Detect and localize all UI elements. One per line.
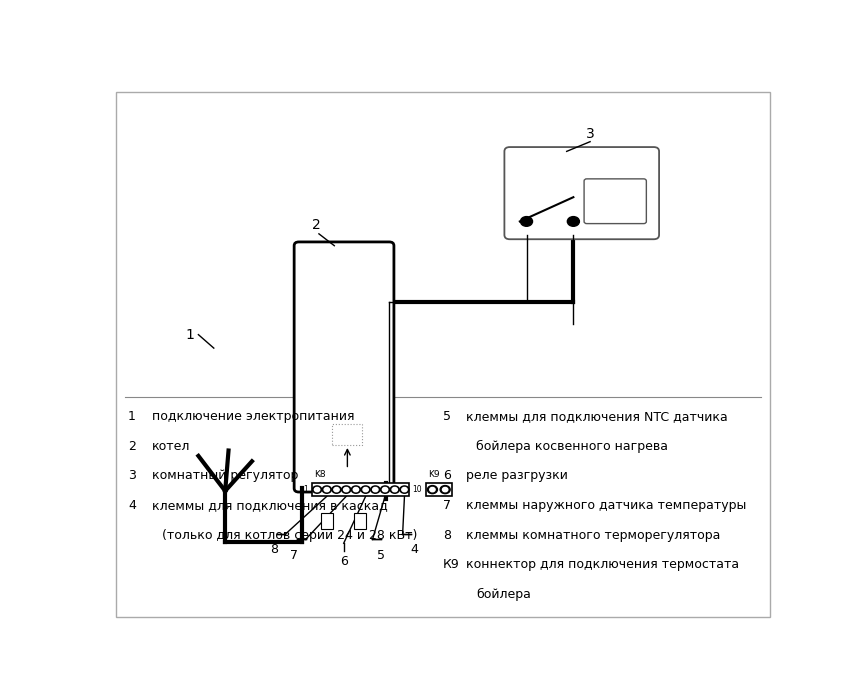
Text: K9: K9 xyxy=(428,470,440,479)
Text: 4: 4 xyxy=(410,543,419,556)
FancyBboxPatch shape xyxy=(584,179,646,223)
Text: 10: 10 xyxy=(413,485,422,494)
Text: 4: 4 xyxy=(128,499,136,512)
Text: K8: K8 xyxy=(314,470,326,479)
Text: 5: 5 xyxy=(378,550,385,562)
Circle shape xyxy=(402,487,407,492)
Circle shape xyxy=(363,487,368,492)
Text: 6: 6 xyxy=(442,470,451,482)
Bar xyxy=(333,424,363,445)
Circle shape xyxy=(392,487,397,492)
Text: 2: 2 xyxy=(312,218,321,232)
Text: реле разгрузки: реле разгрузки xyxy=(467,470,569,482)
Text: 1: 1 xyxy=(185,328,194,342)
Text: 2: 2 xyxy=(128,440,136,453)
Circle shape xyxy=(352,486,360,493)
Text: подключение электропитания: подключение электропитания xyxy=(151,410,354,423)
Text: бойлера: бойлера xyxy=(476,588,531,601)
Text: 6: 6 xyxy=(340,554,347,568)
Text: клеммы для подключения NTC датчика: клеммы для подключения NTC датчика xyxy=(467,410,728,423)
Text: 3: 3 xyxy=(128,470,136,482)
Text: 1: 1 xyxy=(302,485,308,494)
Circle shape xyxy=(520,216,532,226)
Circle shape xyxy=(383,487,388,492)
Bar xyxy=(321,512,333,528)
Bar xyxy=(354,512,366,528)
Circle shape xyxy=(371,486,380,493)
Circle shape xyxy=(341,486,351,493)
Text: котел: котел xyxy=(151,440,190,453)
Text: 5: 5 xyxy=(442,410,451,423)
Text: 1: 1 xyxy=(128,410,136,423)
Text: коннектор для подключения термостата: коннектор для подключения термостата xyxy=(467,559,740,571)
Text: (только для котлов серии 24 и 28 кВт): (только для котлов серии 24 и 28 кВт) xyxy=(162,528,417,542)
Circle shape xyxy=(400,486,409,493)
Circle shape xyxy=(380,486,390,493)
Circle shape xyxy=(322,486,332,493)
Text: 8: 8 xyxy=(270,543,278,556)
Text: клеммы для подключения в каскад: клеммы для подключения в каскад xyxy=(151,499,387,512)
Circle shape xyxy=(372,487,378,492)
Text: 3: 3 xyxy=(586,127,594,141)
Circle shape xyxy=(391,486,399,493)
Circle shape xyxy=(314,487,320,492)
Text: клеммы комнатного терморегулятора: клеммы комнатного терморегулятора xyxy=(467,528,721,542)
Circle shape xyxy=(353,487,359,492)
Circle shape xyxy=(334,487,340,492)
Bar xyxy=(312,483,410,496)
Circle shape xyxy=(428,486,437,493)
Text: 7: 7 xyxy=(290,550,298,562)
Circle shape xyxy=(361,486,370,493)
Text: бойлера косвенного нагрева: бойлера косвенного нагрева xyxy=(476,440,668,453)
Circle shape xyxy=(332,486,341,493)
Circle shape xyxy=(568,216,580,226)
Circle shape xyxy=(344,487,349,492)
FancyBboxPatch shape xyxy=(505,147,659,239)
Bar xyxy=(426,483,452,496)
Text: К9: К9 xyxy=(442,559,460,571)
Circle shape xyxy=(313,486,321,493)
Circle shape xyxy=(429,487,435,492)
Text: 8: 8 xyxy=(442,528,451,542)
Circle shape xyxy=(442,487,448,492)
Text: комнатный регулятор: комнатный регулятор xyxy=(151,470,298,482)
Circle shape xyxy=(324,487,329,492)
Text: 7: 7 xyxy=(442,499,451,512)
Circle shape xyxy=(440,486,450,493)
FancyBboxPatch shape xyxy=(294,242,394,492)
Text: клеммы наружного датчика температуры: клеммы наружного датчика температуры xyxy=(467,499,746,512)
